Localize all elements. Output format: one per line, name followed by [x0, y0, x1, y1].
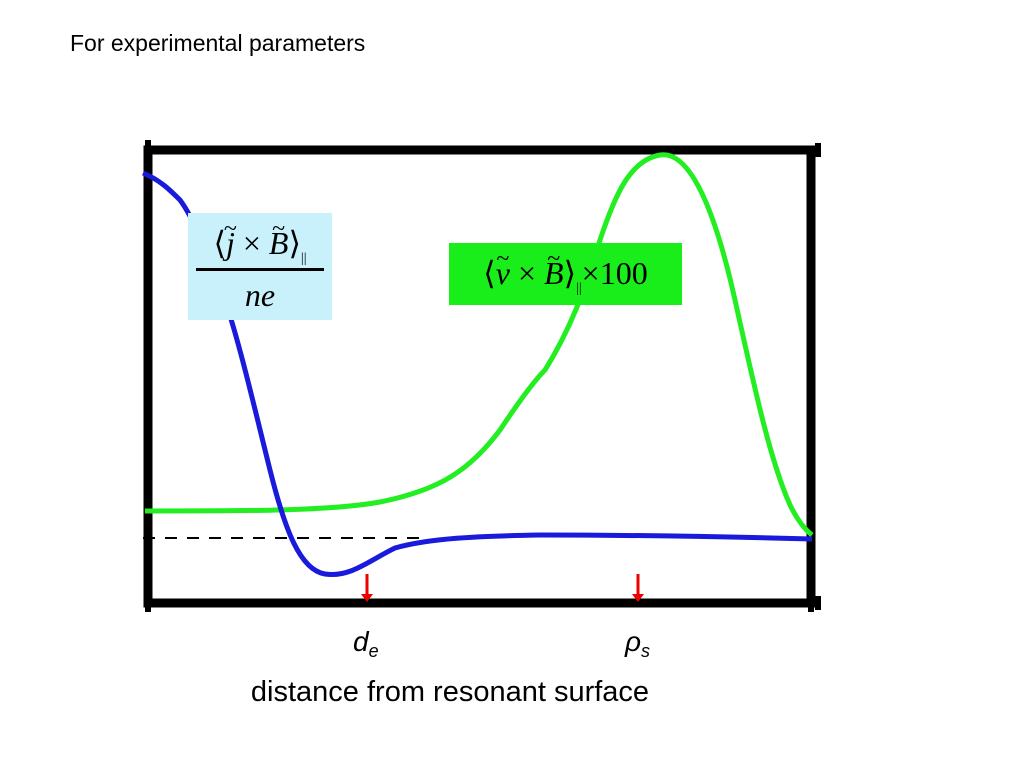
parallel-subscript: || — [300, 251, 307, 266]
marker-label-rho-s: ρs — [625, 626, 650, 662]
green-curve — [144, 152, 814, 537]
j-symbol: j — [226, 225, 235, 261]
x-axis-label: distance from resonant surface — [250, 676, 650, 708]
times-symbol: × — [234, 225, 269, 261]
b-symbol: B — [544, 255, 564, 291]
angle-open: ⟨ — [213, 225, 226, 261]
parallel-subscript: || — [576, 281, 582, 296]
times-symbol: × — [509, 255, 545, 291]
marker-rho-s — [632, 574, 644, 602]
v-symbol: v — [496, 255, 510, 291]
angle-close: ⟩ — [288, 225, 301, 261]
green-curve-label: ⟨v × B⟩||×100 — [449, 243, 682, 305]
blue-curve-label: ⟨j × B⟩|| ne — [188, 213, 332, 320]
b-symbol: B — [269, 225, 289, 261]
rho-main: ρ — [625, 626, 642, 657]
de-main: d — [353, 626, 369, 657]
green-label-text: ⟨v × B⟩||×100 — [449, 253, 682, 309]
angle-open: ⟨ — [483, 255, 496, 291]
angle-close: ⟩ — [563, 255, 577, 291]
marker-de — [361, 574, 373, 602]
blue-label-denominator: ne — [244, 277, 276, 313]
marker-label-de: de — [353, 626, 379, 662]
scale-factor: ×100 — [581, 255, 648, 291]
slide-title: For experimental parameters — [70, 30, 366, 56]
plot-frame — [143, 145, 816, 608]
rho-sub: s — [641, 641, 651, 661]
de-sub: e — [368, 641, 379, 661]
blue-label-numerator: ⟨j × B⟩|| — [188, 223, 332, 279]
fraction-bar — [196, 268, 324, 271]
